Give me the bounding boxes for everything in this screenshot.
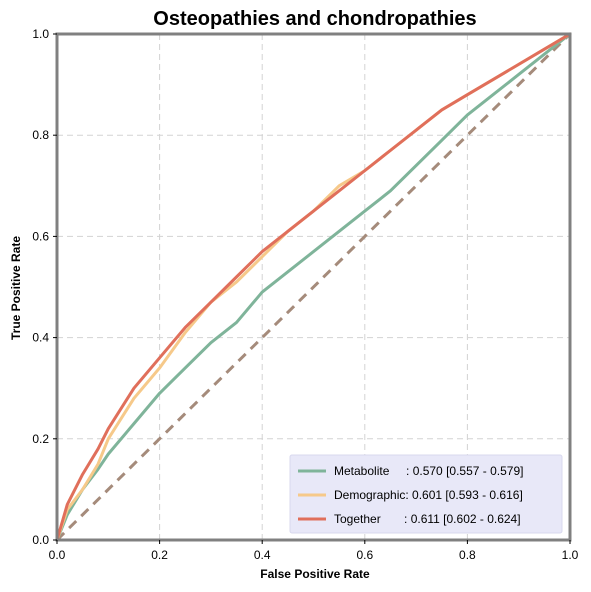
x-tick-label-5: 1.0 (562, 548, 579, 562)
series-line-together (55, 32, 572, 542)
reference-diagonal-line (55, 32, 572, 542)
x-axis-ticks: 0.0 0.2 0.4 0.6 0.8 1.0 (49, 540, 579, 562)
chart-title: Osteopathies and chondropathies (153, 8, 476, 30)
y-axis-ticks: 0.0 0.2 0.4 0.6 0.8 1.0 (32, 27, 57, 547)
x-tick-label-3: 0.6 (356, 548, 373, 562)
y-tick-label-2: 0.4 (32, 331, 49, 345)
y-tick-label-4: 0.8 (32, 128, 49, 142)
legend-label-metabolite: Metabolite : 0.570 [0.557 - 0.579] (334, 464, 523, 478)
x-tick-label-0: 0.0 (49, 548, 66, 562)
y-tick-label-0: 0.0 (32, 533, 49, 547)
x-tick-label-4: 0.8 (459, 548, 476, 562)
series-line-metabolite (55, 32, 572, 542)
series-lines (55, 32, 572, 542)
y-tick-label-1: 0.2 (32, 432, 49, 446)
legend-label-demographic: Demographic: 0.601 [0.593 - 0.616] (334, 488, 523, 502)
x-axis-label: False Positive Rate (260, 567, 370, 581)
grid-lines (57, 34, 570, 540)
x-tick-label-2: 0.4 (254, 548, 271, 562)
legend-box (289, 454, 563, 534)
y-tick-label-5: 1.0 (32, 27, 49, 41)
legend-label-together: Together : 0.611 [0.602 - 0.624] (334, 512, 521, 526)
legend: Metabolite : 0.570 [0.557 - 0.579] Demogr… (289, 454, 563, 534)
plot-frame (55, 32, 572, 542)
x-tick-label-1: 0.2 (151, 548, 168, 562)
y-tick-label-3: 0.6 (32, 229, 49, 243)
y-axis-label: True Positive Rate (9, 236, 23, 340)
